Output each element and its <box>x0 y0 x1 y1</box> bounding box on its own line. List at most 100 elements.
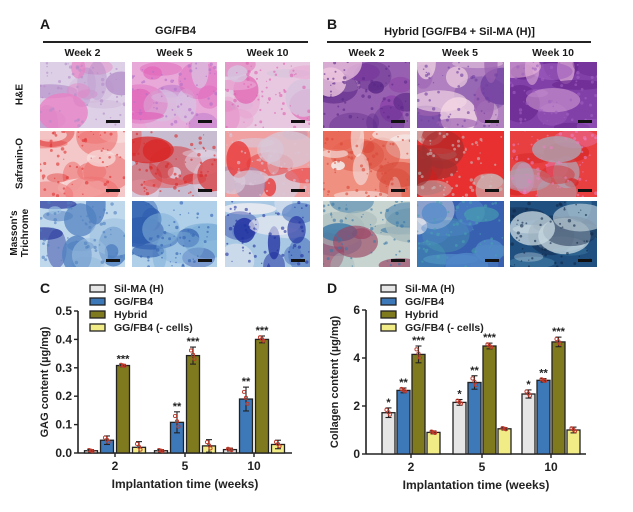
x-tick-label: 2 <box>112 459 119 473</box>
data-point <box>401 388 406 393</box>
bar-gg-fb4-cells--10 <box>566 429 581 455</box>
data-point <box>556 339 561 344</box>
histology-image-gg-fb4-masson-trichrome-week2 <box>40 201 125 267</box>
y-tick-label: 0.3 <box>55 361 72 375</box>
y-tick-label: 0.2 <box>55 389 72 403</box>
data-point <box>470 376 475 381</box>
y-tick-label: 2 <box>353 399 360 413</box>
panel-b-week-label: Week 10 <box>532 47 574 59</box>
significance-marker: ** <box>539 368 548 380</box>
scale-bar <box>391 259 405 262</box>
data-point <box>500 426 505 431</box>
panel-letter-a: A <box>40 16 51 32</box>
data-point <box>384 407 389 412</box>
panel-b-week-label: Week 2 <box>348 47 385 59</box>
y-tick-label: 0.0 <box>55 446 72 460</box>
bar-gg-fb4-5 <box>467 381 482 455</box>
significance-marker: * <box>457 389 462 401</box>
scale-bar <box>106 120 120 123</box>
significance-marker: *** <box>256 325 270 337</box>
histology-image-hybrid-he-week2 <box>323 62 410 128</box>
histology-image-gg-fb4-he-week2 <box>40 62 125 128</box>
significance-marker: *** <box>483 332 497 344</box>
panel-a-title: GG/FB4 <box>155 25 196 37</box>
data-point <box>245 401 250 406</box>
legend-label: GG/FB4 (- cells) <box>405 322 484 334</box>
data-point <box>156 447 162 453</box>
scale-bar <box>291 259 305 262</box>
bar-hybrid-5 <box>185 354 201 454</box>
data-point <box>539 377 544 382</box>
data-point <box>208 446 213 451</box>
histology-image-gg-fb4-safranin-o-week10 <box>225 131 310 197</box>
data-point <box>134 441 140 446</box>
x-tick-label: 5 <box>182 459 189 473</box>
data-point <box>136 444 142 449</box>
row-label-text: H&E <box>14 83 26 106</box>
significance-marker: ** <box>173 401 182 413</box>
histology-image-hybrid-he-week10 <box>510 62 597 128</box>
legend-label: Sil-MA (H) <box>405 283 455 295</box>
data-point <box>275 442 281 447</box>
scale-bar <box>578 120 592 123</box>
legend-swatch <box>380 284 397 293</box>
row-label-text: Safranin-O <box>14 137 26 190</box>
data-point <box>414 347 419 352</box>
scale-bar <box>106 189 120 192</box>
data-point <box>176 424 181 429</box>
data-point <box>571 427 576 432</box>
data-point <box>416 351 421 356</box>
data-point <box>457 400 462 405</box>
bar-sil-ma-h--2 <box>381 412 396 455</box>
data-point <box>174 419 180 424</box>
data-point <box>86 447 92 453</box>
data-point <box>273 439 279 444</box>
x-tick-label: 10 <box>544 460 558 474</box>
data-point <box>541 378 546 383</box>
row-label-text: Trichrome <box>20 208 31 258</box>
data-point <box>243 395 249 400</box>
y-tick-label: 4 <box>353 351 360 365</box>
histology-image-gg-fb4-he-week10 <box>225 62 310 128</box>
bar-hybrid-2 <box>411 353 426 455</box>
x-tick-label: 2 <box>408 460 415 474</box>
legend-label: Hybrid <box>114 309 147 321</box>
data-point <box>190 352 196 357</box>
data-point <box>192 356 197 362</box>
data-point <box>472 379 477 384</box>
significance-marker: * <box>386 397 391 409</box>
scale-bar <box>291 120 305 123</box>
bar-hybrid-10 <box>551 341 566 455</box>
legend-label: GG/FB4 <box>405 296 444 308</box>
panel-b-rule <box>327 41 591 43</box>
significance-marker: * <box>526 379 531 391</box>
histology-image-hybrid-safranin-o-week10 <box>510 131 597 197</box>
scale-bar <box>391 189 405 192</box>
significance-marker: *** <box>187 336 201 348</box>
legend-swatch <box>380 310 397 319</box>
scale-bar <box>198 189 212 192</box>
significance-marker: *** <box>412 335 426 347</box>
legend-swatch <box>89 284 106 293</box>
x-tick-label: 10 <box>247 459 261 473</box>
row-label-text: Masson's <box>9 210 20 256</box>
panel-letter-d: D <box>327 280 338 296</box>
histology-image-hybrid-he-week5 <box>417 62 504 128</box>
histology-image-hybrid-masson-trichrome-week5 <box>417 201 504 267</box>
data-point <box>206 443 212 448</box>
row-label-he: H&E <box>15 65 26 125</box>
x-axis-label: Implantation time (weeks) <box>403 478 550 492</box>
significance-marker: *** <box>552 326 566 338</box>
scale-bar <box>485 189 499 192</box>
panel-a-week-label: Week 5 <box>156 47 193 59</box>
significance-marker: *** <box>117 353 131 365</box>
histology-image-gg-fb4-masson-trichrome-week10 <box>225 201 310 267</box>
histology-image-hybrid-safranin-o-week2 <box>323 131 410 197</box>
histology-image-gg-fb4-he-week5 <box>132 62 217 128</box>
data-point <box>204 440 210 445</box>
data-point <box>172 413 178 419</box>
scale-bar <box>291 189 305 192</box>
data-point <box>241 389 247 394</box>
scale-bar <box>578 259 592 262</box>
